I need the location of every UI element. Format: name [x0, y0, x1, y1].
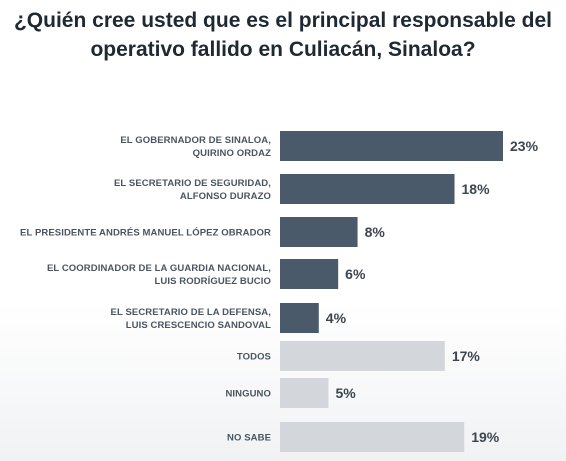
- category-label-4-line-0: EL SECRETARIO DE LA DEFENSA,: [111, 307, 271, 318]
- bar-0: [280, 131, 503, 161]
- bar-1: [280, 174, 455, 204]
- chart-title-line-2: operativo fallido en Culiacán, Sinaloa?: [90, 38, 476, 61]
- category-label-0-line-0: EL GOBERNADOR DE SINALOA,: [120, 135, 271, 146]
- bar-2: [280, 217, 358, 247]
- category-label-2-line-0: EL PRESIDENTE ANDRÉS MANUEL LÓPEZ OBRADO…: [20, 227, 271, 239]
- value-label-4: 4%: [326, 310, 347, 326]
- value-label-7: 19%: [471, 429, 500, 445]
- value-label-2: 8%: [365, 224, 386, 240]
- category-label-6: NINGUNO: [225, 389, 271, 400]
- bar-3: [280, 259, 339, 289]
- bar-6: [280, 378, 329, 408]
- category-label-7-line-0: NO SABE: [227, 433, 271, 444]
- category-label-0: EL GOBERNADOR DE SINALOA, QUIRINO ORDAZ: [120, 135, 271, 159]
- value-label-0: 23%: [510, 138, 539, 154]
- category-label-5-line-0: TODOS: [237, 352, 271, 363]
- category-label-1-line-1: ALFONSO DURAZO: [180, 191, 271, 202]
- bar-7: [280, 422, 465, 452]
- category-label-5: TODOS: [237, 352, 271, 363]
- category-label-4-line-1: LUIS CRESCENCIO SANDOVAL: [126, 320, 271, 331]
- category-label-1-line-0: EL SECRETARIO DE SEGURIDAD,: [114, 178, 271, 189]
- category-label-1: EL SECRETARIO DE SEGURIDAD, ALFONSO DURAZ…: [114, 178, 271, 202]
- bar-5: [280, 341, 445, 371]
- category-label-4: EL SECRETARIO DE LA DEFENSA, LUIS CRESCEN…: [111, 307, 272, 331]
- category-label-6-line-0: NINGUNO: [225, 389, 271, 400]
- value-label-1: 18%: [462, 181, 491, 197]
- category-label-3: EL COORDINADOR DE LA GUARDIA NACIONAL, LU…: [47, 263, 271, 287]
- value-label-3: 6%: [345, 266, 366, 282]
- bar-4: [280, 303, 319, 333]
- chart-title-line-1: ¿Quién cree usted que es el principal re…: [13, 9, 552, 32]
- category-label-3-line-1: LUIS RODRÍGUEZ BUCIO: [154, 276, 271, 287]
- category-label-3-line-0: EL COORDINADOR DE LA GUARDIA NACIONAL,: [47, 263, 271, 274]
- chart-title: ¿Quién cree usted que es el principal re…: [0, 6, 566, 64]
- value-label-6: 5%: [335, 385, 356, 401]
- category-label-2: EL PRESIDENTE ANDRÉS MANUEL LÓPEZ OBRADO…: [20, 227, 271, 239]
- value-label-5: 17%: [452, 348, 481, 364]
- category-label-7: NO SABE: [227, 433, 271, 444]
- category-label-0-line-1: QUIRINO ORDAZ: [193, 148, 271, 159]
